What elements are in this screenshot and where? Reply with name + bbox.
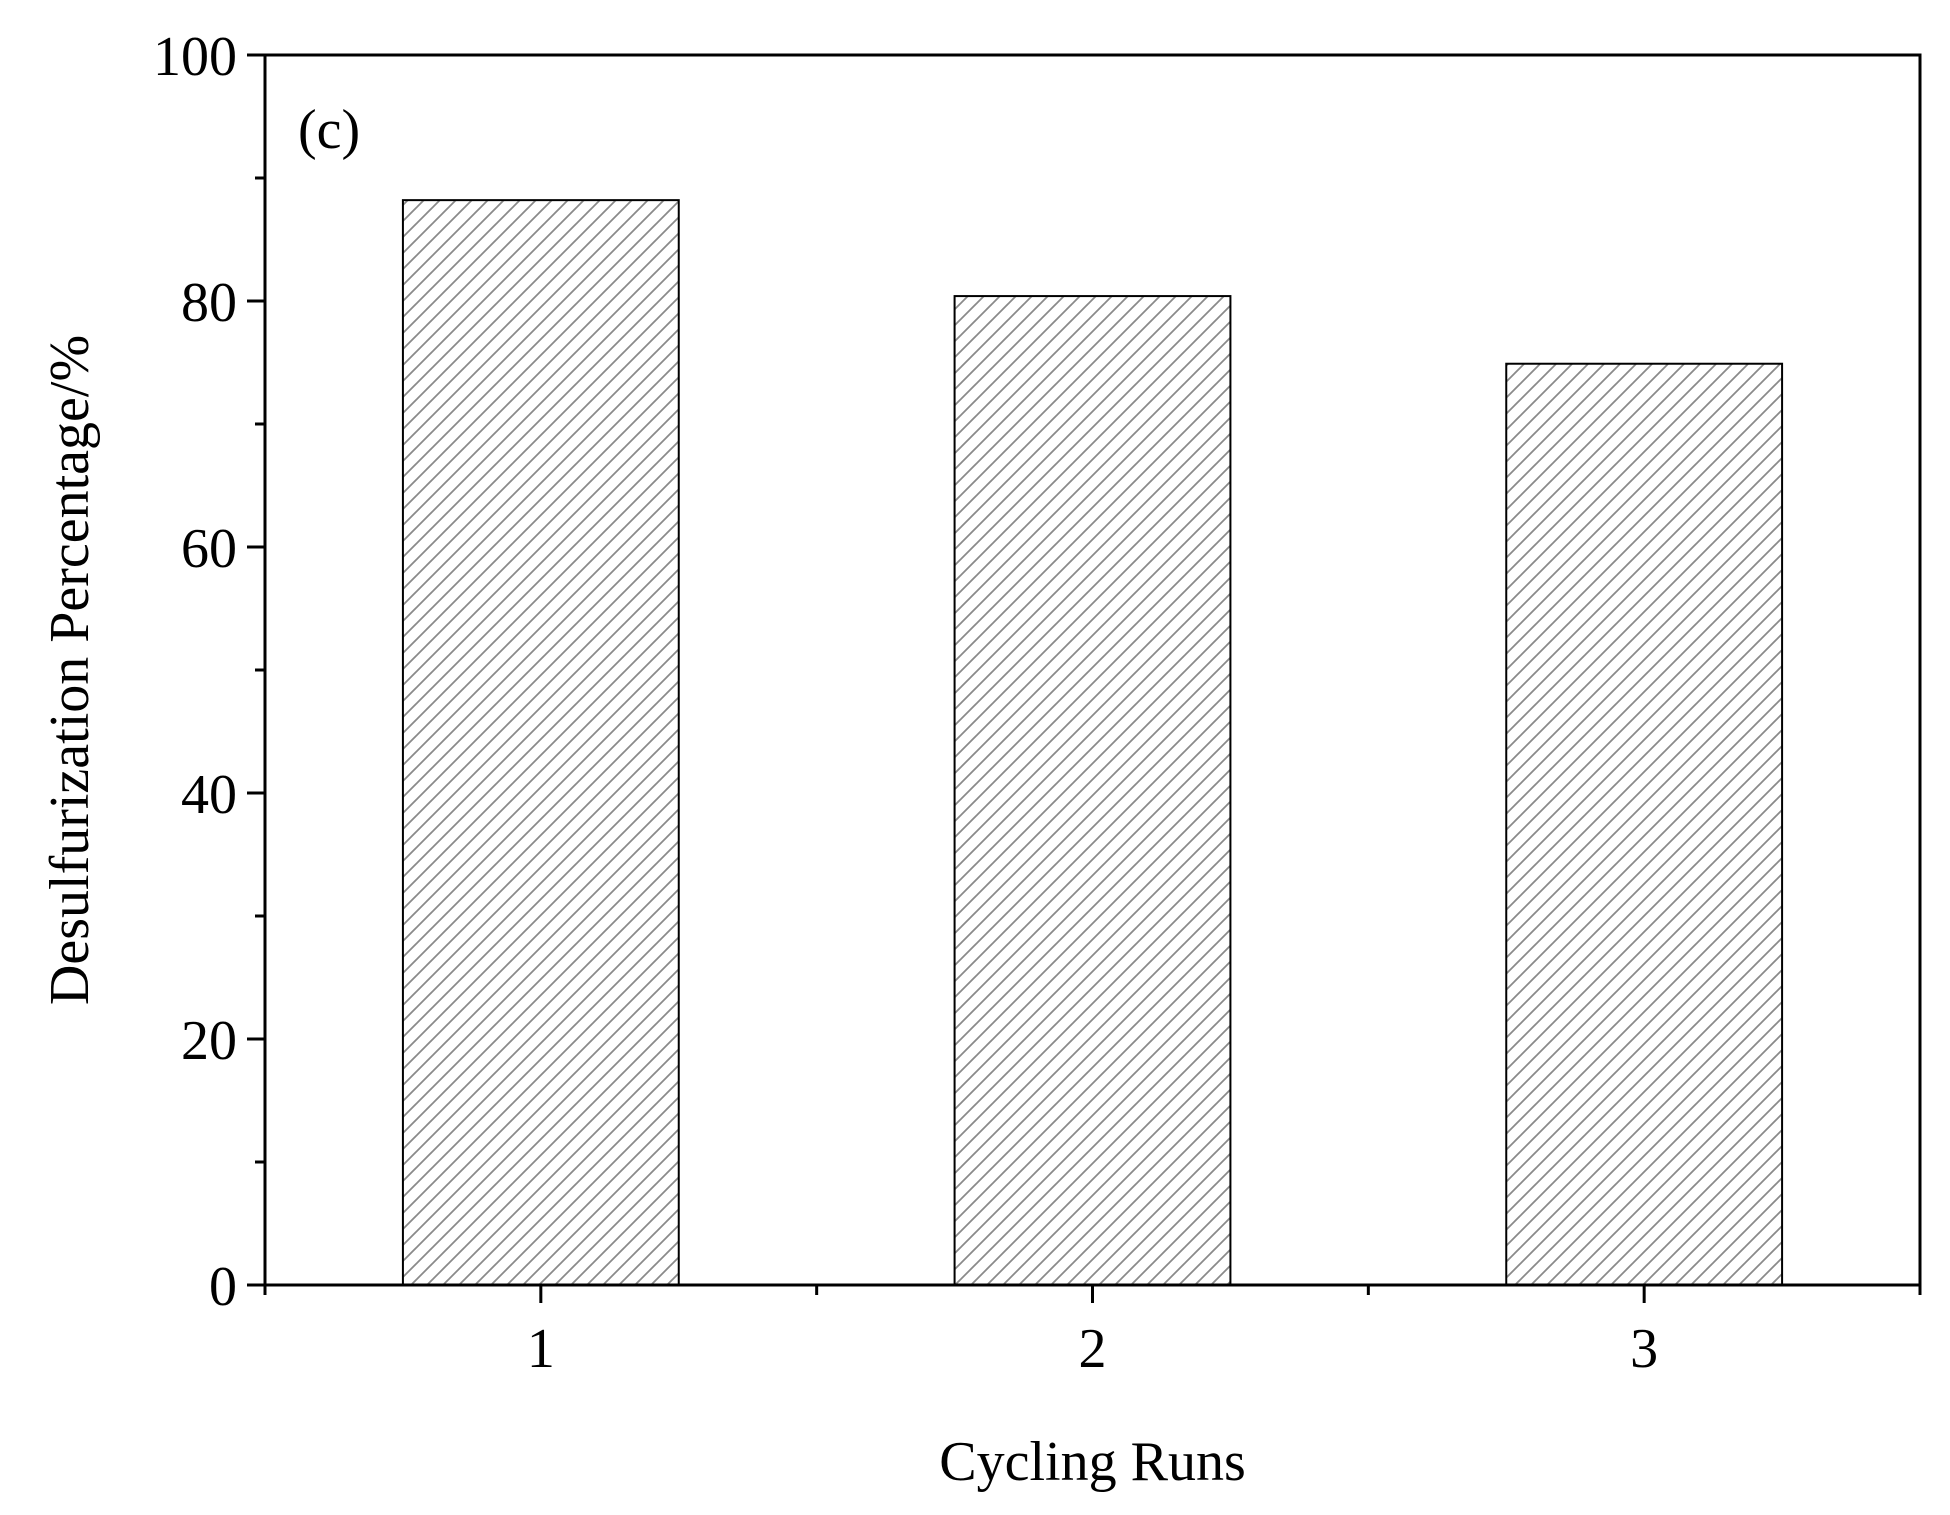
x-axis: 1 2 3 [263,1285,1922,1380]
y-tick-label: 100 [153,26,237,88]
y-tick-label: 60 [181,518,237,580]
y-tick-label: 20 [181,1010,237,1072]
x-axis-title: Cycling Runs [939,1431,1245,1493]
panel-label: (c) [298,99,360,161]
x-tick-label: 1 [527,1318,555,1380]
y-tick-label: 0 [209,1256,237,1318]
bar-hatch-2 [953,295,1232,1286]
y-axis-title: Desulfurization Percentage/% [39,335,101,1005]
bars-layer [401,199,1784,1287]
y-tick-label: 80 [181,272,237,334]
x-tick-label: 2 [1079,1318,1107,1380]
y-tick-label: 40 [181,764,237,826]
bar-hatch-1 [401,199,680,1286]
x-tick-label: 3 [1630,1318,1658,1380]
y-axis: 0 20 40 60 80 100 [153,26,265,1318]
bar-hatch-3 [1505,362,1784,1287]
